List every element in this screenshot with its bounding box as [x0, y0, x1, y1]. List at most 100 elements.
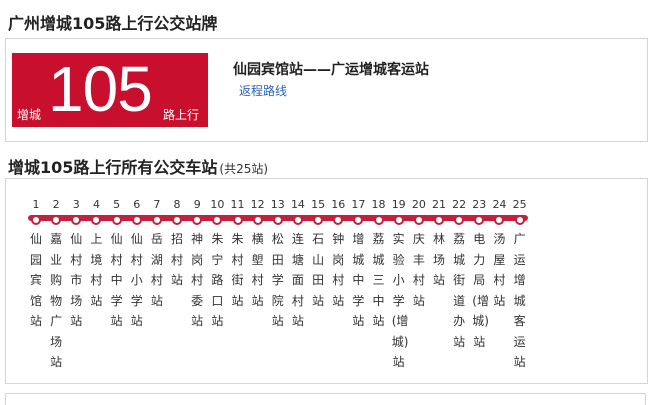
stop-item[interactable]: 19 实验小学(增城)站 [390, 198, 409, 373]
stop-number: 8 [173, 198, 181, 211]
stop-name[interactable]: 上境村站 [90, 232, 103, 308]
stop-item[interactable]: 20 庆丰村站 [410, 198, 428, 311]
stop-number: 13 [270, 198, 285, 211]
stop-name[interactable]: 嘉业购物广场站 [50, 232, 63, 369]
stop-dot-icon [151, 215, 162, 225]
route-name: 仙园宾馆站——广运增城客运站 [233, 62, 429, 78]
stop-number: 4 [92, 198, 100, 211]
stop-name[interactable]: 横塱村站 [251, 232, 264, 308]
stop-name[interactable]: 增城中学站 [352, 232, 365, 328]
stop-number: 25 [512, 198, 527, 211]
reverse-route-link[interactable]: 返程路线 [239, 84, 288, 98]
stop-name[interactable]: 松田学院站 [271, 232, 284, 328]
stop-item[interactable]: 4 上境村站 [87, 198, 105, 311]
stop-name[interactable]: 仙村小学站 [130, 232, 143, 328]
stop-item[interactable]: 10 朱宁路口站 [208, 198, 226, 332]
stop-dot-icon [71, 215, 82, 225]
stop-number: 6 [133, 198, 141, 211]
route-number: 105 [48, 53, 153, 125]
route-suffix: 路上行 [163, 108, 200, 122]
stop-item[interactable]: 16 钟岗村站 [329, 198, 347, 311]
stop-number: 23 [472, 198, 487, 211]
stop-name[interactable]: 荔城三中站 [372, 232, 385, 328]
stop-item[interactable]: 13 松田学院站 [269, 198, 287, 332]
stop-dot-icon [333, 215, 344, 225]
stop-item[interactable]: 5 仙村中学站 [108, 198, 126, 332]
stop-item[interactable]: 15 石山田站 [309, 198, 327, 311]
stop-item[interactable]: 3 仙村市场站 [67, 198, 85, 332]
stop-name[interactable]: 电力局(增城)站 [472, 232, 489, 349]
stop-name[interactable]: 广运增城客运站 [513, 232, 526, 369]
stop-item[interactable]: 6 仙村小学站 [128, 198, 146, 332]
stop-name[interactable]: 岳湖村站 [150, 232, 163, 308]
stop-number: 18 [371, 198, 386, 211]
stop-dot-icon [474, 215, 485, 225]
stop-number: 20 [411, 198, 426, 211]
stop-name[interactable]: 仙村中学站 [110, 232, 123, 328]
stop-item[interactable]: 1 仙园宾馆站 [27, 198, 45, 332]
stop-number: 10 [210, 198, 225, 211]
stop-item[interactable]: 18 荔城三中站 [370, 198, 388, 332]
stop-dot-icon [373, 215, 384, 225]
stop-item[interactable]: 14 连塘面村站 [289, 198, 307, 332]
stops-panel: 1 仙园宾馆站 2 嘉业购物广场站 3 仙村市场站 4 上境村站 5 仙村中学站 6 仙村小学站 7 岳湖… [5, 178, 648, 384]
stops-section-title: 增城105路上行所有公交车站 (共25站) [8, 154, 268, 178]
stop-number: 12 [250, 198, 265, 211]
stop-name[interactable]: 朱村街站 [231, 232, 244, 308]
stop-dot-icon [494, 215, 505, 225]
stop-dot-icon [131, 215, 142, 225]
stop-item[interactable]: 12 横塱村站 [249, 198, 267, 311]
stop-item[interactable]: 21 林场站 [430, 198, 448, 291]
stop-item[interactable]: 8 招村站 [168, 198, 186, 291]
stop-item[interactable]: 23 电力局(增城)站 [470, 198, 489, 352]
stop-dot-icon [434, 215, 444, 225]
stop-dot-icon [393, 215, 404, 225]
stop-name[interactable]: 招村站 [171, 232, 184, 287]
stop-name[interactable]: 实验小学(增城)站 [391, 232, 409, 369]
route-info-panel: 增城 105 路上行 仙园宾馆站——广运增城客运站 返程路线 [5, 38, 648, 142]
stop-dot-icon [111, 215, 122, 225]
stop-dot-icon [212, 215, 223, 225]
stops-title: 增城105路上行所有公交车站 [8, 158, 218, 177]
stop-dot-icon [91, 215, 102, 225]
stop-name[interactable]: 神岗村委站 [191, 232, 204, 328]
stop-dot-icon [192, 215, 203, 225]
next-panel-edge [5, 393, 646, 405]
stop-name[interactable]: 仙村市场站 [70, 232, 83, 328]
stop-name[interactable]: 朱宁路口站 [211, 232, 224, 328]
stop-number: 9 [193, 198, 201, 211]
stop-name[interactable]: 连塘面村站 [291, 232, 304, 328]
stop-number: 24 [492, 198, 507, 211]
stop-item[interactable]: 7 岳湖村站 [148, 198, 166, 311]
page-title: 广州增城105路上行公交站牌 [8, 14, 218, 33]
route-badge: 增城 105 路上行 [12, 53, 208, 127]
stop-item[interactable]: 11 朱村街站 [229, 198, 247, 311]
stops-count: (共25站) [219, 162, 269, 176]
stop-name[interactable]: 庆丰村站 [412, 232, 425, 308]
stop-item[interactable]: 17 增城中学站 [349, 198, 367, 332]
stop-number: 21 [432, 198, 446, 211]
stop-name[interactable]: 荔城街道办站 [453, 232, 466, 349]
stop-number: 1 [32, 198, 40, 211]
stop-item[interactable]: 2 嘉业购物广场站 [47, 198, 65, 373]
stop-item[interactable]: 25 广运增城客运站 [511, 198, 529, 373]
stop-name[interactable]: 林场站 [432, 232, 445, 287]
stop-dot-icon [413, 215, 424, 225]
stop-item[interactable]: 24 汤屋村站 [490, 198, 508, 311]
stop-dot-icon [353, 215, 364, 225]
stop-number: 19 [391, 198, 406, 211]
stop-item[interactable]: 22 荔城街道办站 [450, 198, 468, 352]
stop-name[interactable]: 钟岗村站 [332, 232, 345, 308]
stop-dot-icon [292, 215, 303, 225]
stop-number: 22 [452, 198, 467, 211]
stop-name[interactable]: 汤屋村站 [493, 232, 506, 308]
stop-number: 2 [52, 198, 60, 211]
stop-name[interactable]: 石山田站 [312, 232, 325, 308]
stop-item[interactable]: 9 神岗村委站 [188, 198, 206, 332]
stop-name[interactable]: 仙园宾馆站 [29, 232, 42, 328]
stop-dot-icon [272, 215, 283, 225]
stop-number: 14 [290, 198, 305, 211]
stop-number: 7 [153, 198, 161, 211]
stop-dot-icon [313, 215, 324, 225]
stop-number: 11 [230, 198, 245, 211]
